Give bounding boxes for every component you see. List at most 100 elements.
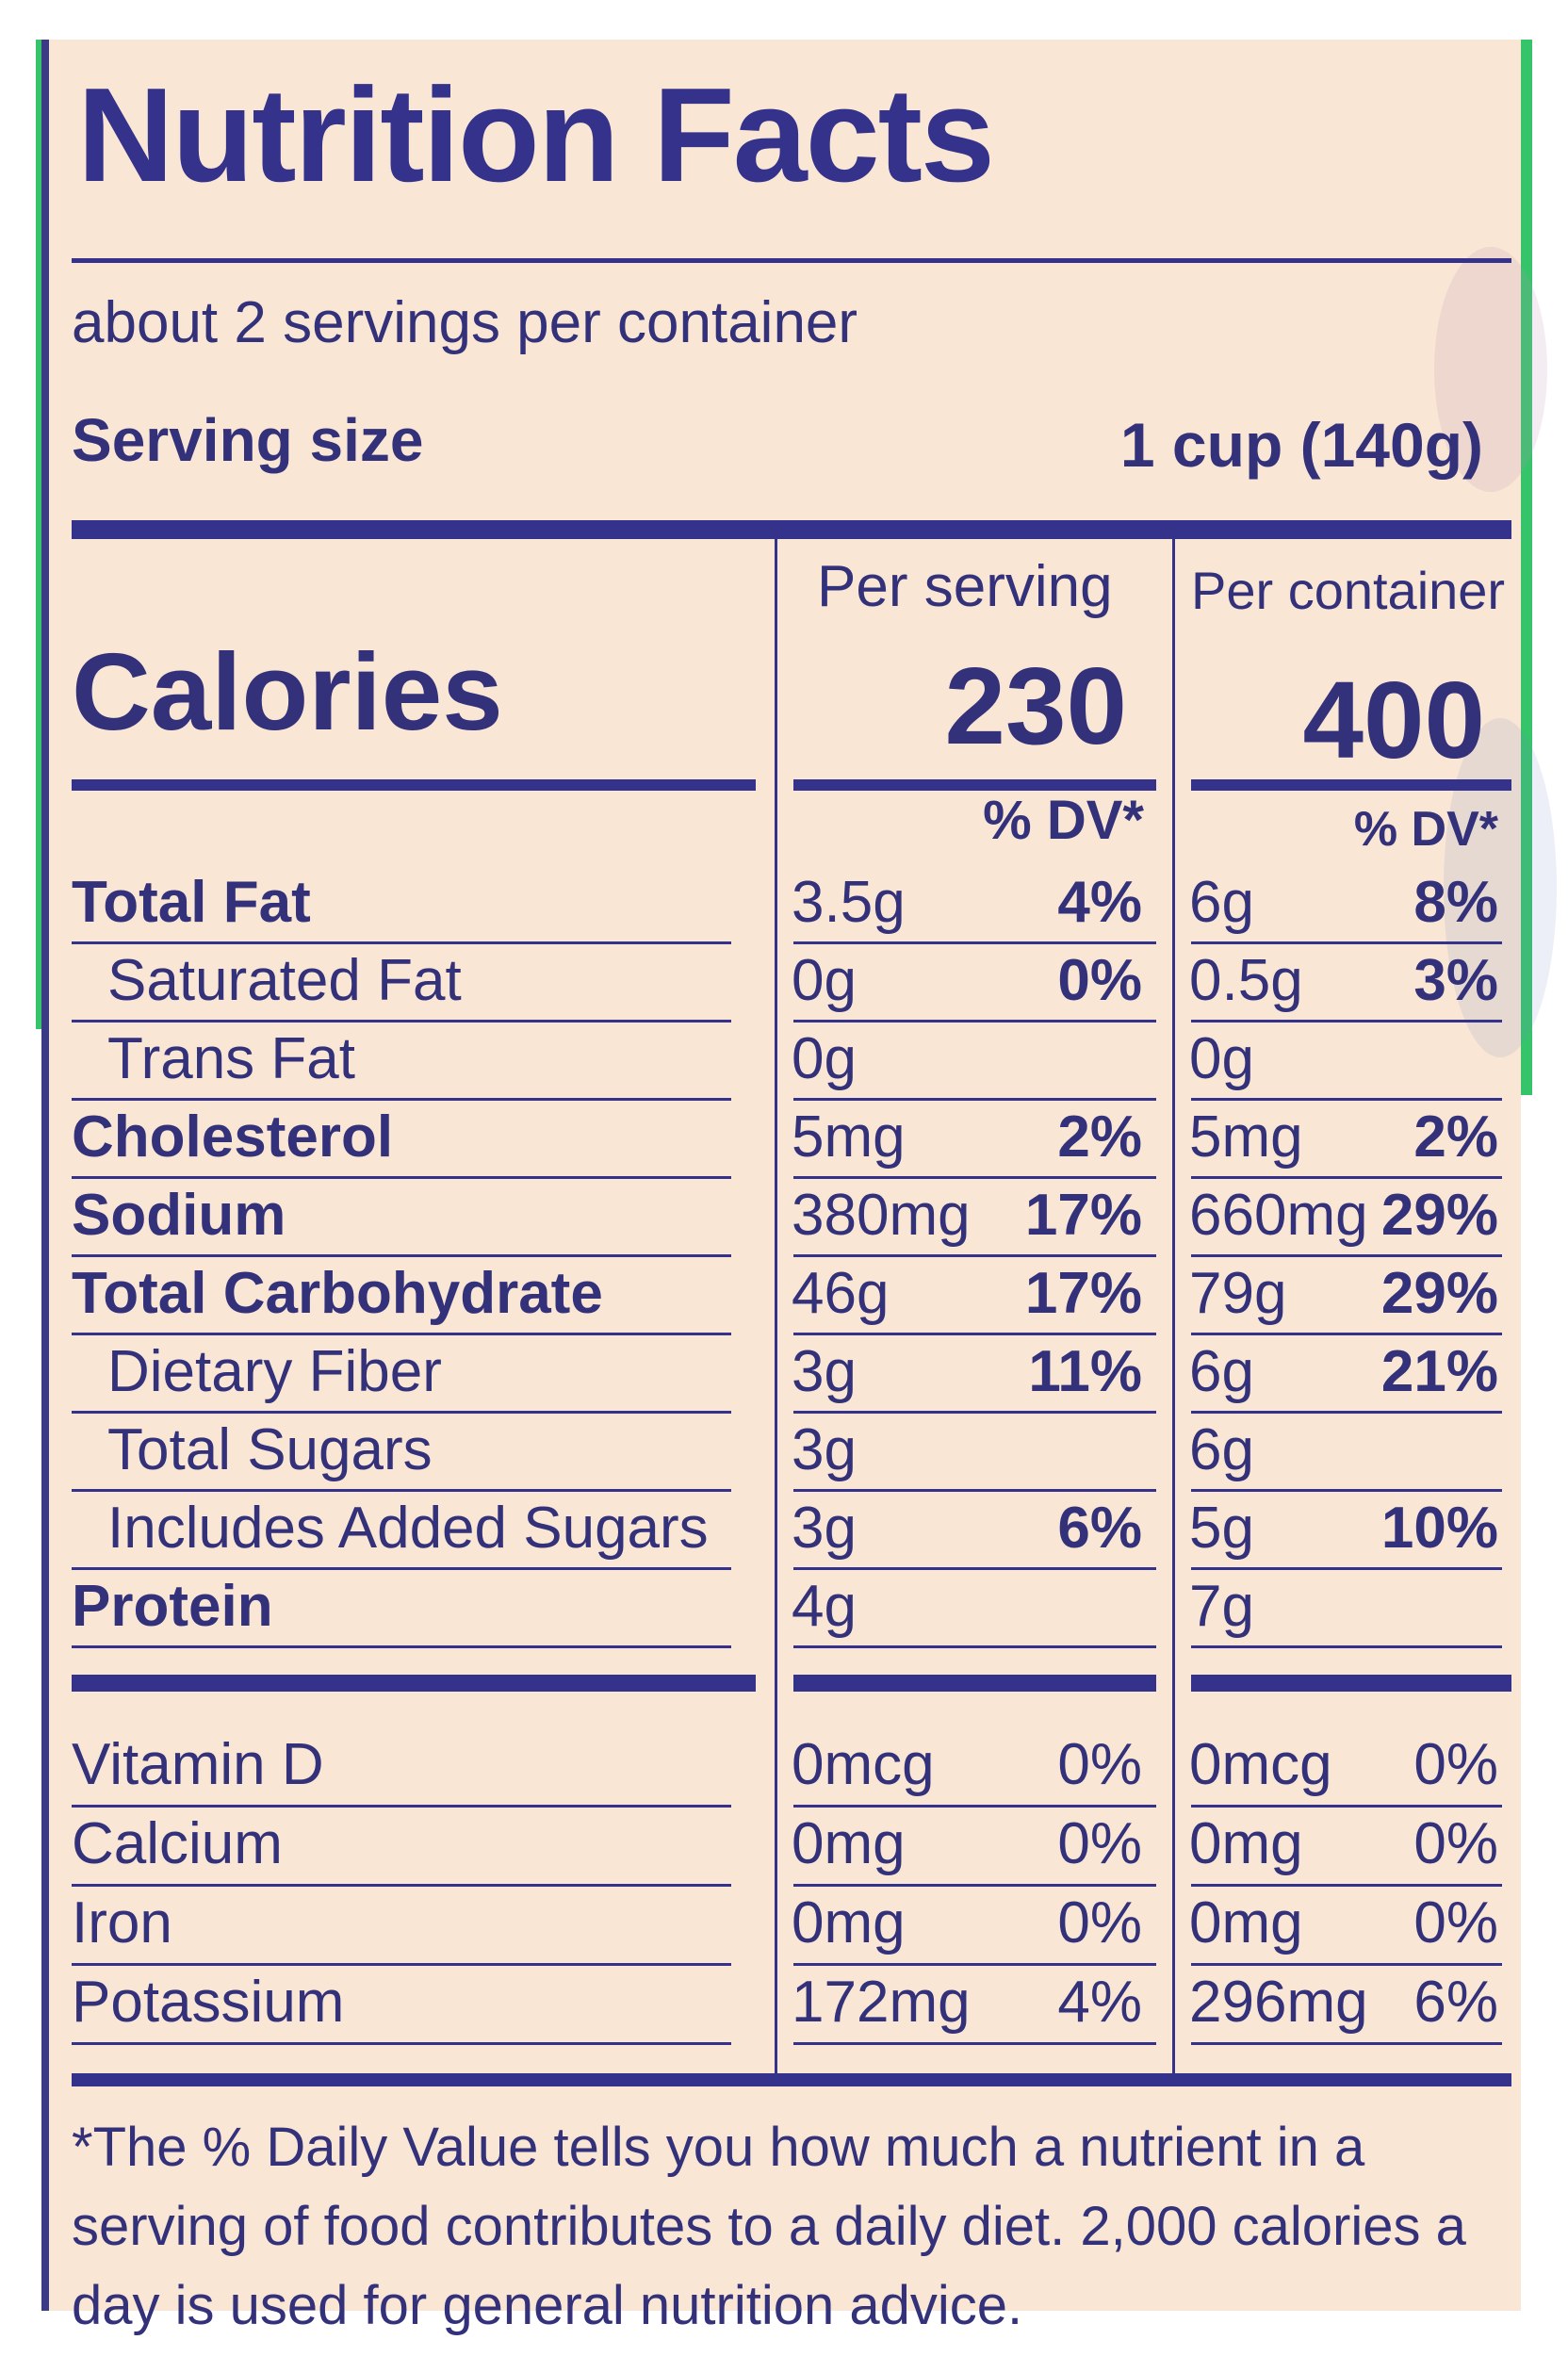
container-amount: 79g <box>1189 1261 1287 1326</box>
serving-dv: 0% <box>1057 1732 1142 1797</box>
nutrient-name: Cholesterol <box>72 1104 394 1170</box>
column-divider <box>1172 539 1175 2085</box>
print-stain <box>1444 718 1557 1057</box>
nutrient-name: Total Carbohydrate <box>72 1261 603 1326</box>
row-rule <box>1191 1567 1502 1570</box>
row-rule <box>72 941 731 944</box>
row-rule <box>72 1254 731 1257</box>
row-rule <box>72 1020 731 1023</box>
print-stain <box>1434 247 1547 492</box>
vitamin-rule <box>793 1675 1156 1692</box>
container-amount: 6g <box>1189 1339 1254 1404</box>
row-rule <box>1191 2042 1502 2045</box>
row-rule <box>793 1645 1156 1648</box>
container-amount: 296mg <box>1189 1970 1368 2035</box>
row-rule <box>793 1411 1156 1414</box>
row-rule <box>72 1411 731 1414</box>
row-rule <box>72 1963 731 1966</box>
row-rule <box>793 1176 1156 1179</box>
row-rule <box>72 1176 731 1179</box>
nutrient-name: Trans Fat <box>107 1026 355 1091</box>
serving-amount: 0mg <box>792 1811 906 1876</box>
vitamin-rule <box>1191 1675 1511 1692</box>
serving-amount: 3g <box>792 1339 857 1404</box>
row-rule <box>1191 1020 1502 1023</box>
calories-per-serving: 230 <box>944 645 1127 767</box>
serving-amount: 3g <box>792 1496 857 1561</box>
container-amount: 0mg <box>1189 1890 1303 1955</box>
container-dv: 0% <box>1413 1811 1498 1876</box>
row-rule <box>72 1805 731 1808</box>
serving-size-value: 1 cup (140g) <box>1119 410 1483 480</box>
serving-size-label: Serving size <box>72 406 424 474</box>
container-dv: 2% <box>1413 1104 1498 1170</box>
container-amount: 0mcg <box>1189 1732 1332 1797</box>
container-dv: 8% <box>1413 870 1498 935</box>
row-rule <box>72 1333 731 1335</box>
calories-label: Calories <box>72 630 503 753</box>
footnote: *The % Daily Value tells you how much a … <box>72 2117 1466 2336</box>
thick-rule-top <box>72 520 1511 539</box>
row-rule <box>793 2042 1156 2045</box>
row-rule <box>793 1254 1156 1257</box>
container-dv: 21% <box>1380 1339 1498 1404</box>
row-rule <box>1191 1333 1502 1335</box>
row-rule <box>1191 1884 1502 1887</box>
serving-amount: 0g <box>792 1026 857 1091</box>
label-title: Nutrition Facts <box>77 60 995 210</box>
serving-amount: 4g <box>792 1574 857 1639</box>
row-rule <box>1191 1254 1502 1257</box>
dv-header-container: % DV* <box>1353 802 1498 857</box>
container-dv: 0% <box>1413 1732 1498 1797</box>
row-rule <box>793 1567 1156 1570</box>
row-rule <box>793 1884 1156 1887</box>
nutrient-name: Saturated Fat <box>107 948 462 1013</box>
serving-dv: 2% <box>1057 1104 1142 1170</box>
row-rule <box>1191 1176 1502 1179</box>
serving-dv: 4% <box>1057 870 1142 935</box>
calories-rule <box>793 779 1156 791</box>
container-dv: 6% <box>1413 1970 1498 2035</box>
container-amount: 0mg <box>1189 1811 1303 1876</box>
serving-amount: 3.5g <box>792 870 906 935</box>
nutrient-name: Total Fat <box>72 870 311 935</box>
nutrient-name: Potassium <box>72 1970 345 2035</box>
nutrient-name: Vitamin D <box>72 1732 324 1797</box>
row-rule <box>793 1333 1156 1335</box>
serving-amount: 172mg <box>792 1970 971 2035</box>
row-rule <box>793 1805 1156 1808</box>
row-rule <box>1191 1489 1502 1492</box>
servings-per-container: about 2 servings per container <box>72 290 858 355</box>
dv-header-serving: % DV* <box>983 790 1144 851</box>
container-amount: 5mg <box>1189 1104 1303 1170</box>
container-dv: 10% <box>1380 1496 1498 1561</box>
row-rule <box>793 1963 1156 1966</box>
nutrient-name: Iron <box>72 1890 172 1955</box>
calories-rule <box>1191 779 1511 791</box>
nutrient-name: Total Sugars <box>107 1417 433 1482</box>
per-serving-header: Per serving <box>817 554 1113 619</box>
nutrient-name: Dietary Fiber <box>107 1339 442 1404</box>
serving-dv: 17% <box>1024 1261 1142 1326</box>
container-amount: 5g <box>1189 1496 1254 1561</box>
title-rule <box>72 258 1511 263</box>
serving-dv: 6% <box>1057 1496 1142 1561</box>
serving-dv: 0% <box>1057 1890 1142 1955</box>
row-rule <box>1191 941 1502 944</box>
nutrition-label: Nutrition Facts about 2 servings per con… <box>41 40 1557 2336</box>
serving-dv: 4% <box>1057 1970 1142 2035</box>
row-rule <box>1191 1098 1502 1101</box>
row-rule <box>72 1645 731 1648</box>
container-amount: 6g <box>1189 1417 1254 1482</box>
serving-dv: 0% <box>1057 1811 1142 1876</box>
nutrient-name: Protein <box>72 1574 273 1639</box>
row-rule <box>72 1884 731 1887</box>
serving-dv: 11% <box>1028 1339 1142 1404</box>
nutrient-name: Includes Added Sugars <box>107 1496 709 1561</box>
serving-amount: 380mg <box>792 1183 971 1248</box>
row-rule <box>1191 1645 1502 1648</box>
container-amount: 0g <box>1189 1026 1254 1091</box>
calories-per-container: 400 <box>1302 659 1485 781</box>
thick-rule-bottom <box>72 2073 1511 2086</box>
container-dv: 3% <box>1413 948 1498 1013</box>
